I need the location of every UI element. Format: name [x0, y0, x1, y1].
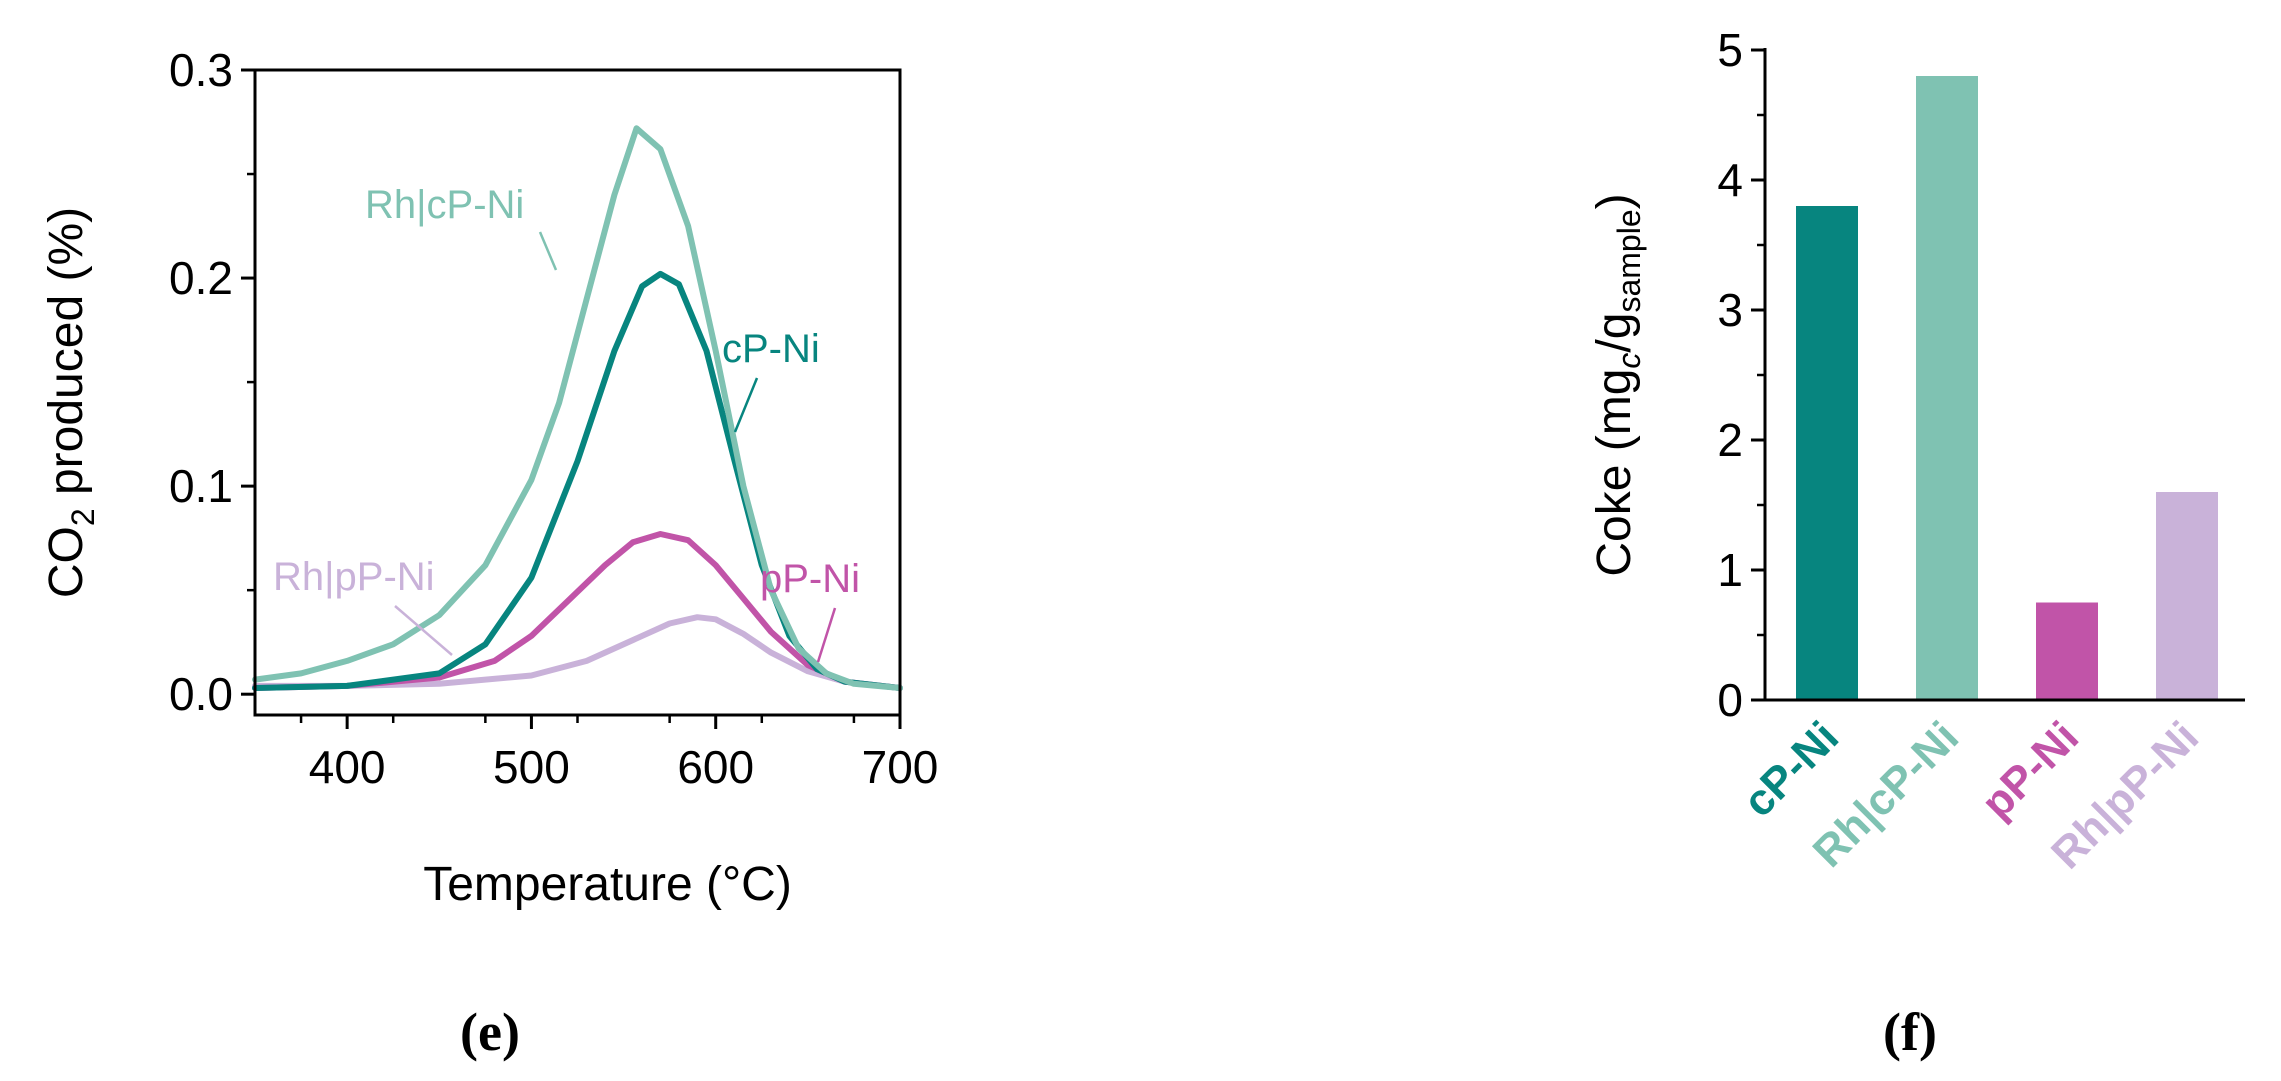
line-series-group [252, 125, 903, 691]
y-axis-title-part: Coke (mg [1588, 369, 1641, 577]
bar-cp-ni [1796, 206, 1858, 700]
y-tick-label: 4 [1717, 154, 1743, 206]
y-tick-label: 0.1 [169, 460, 233, 512]
curve-label: Rh|pP-Ni [273, 555, 435, 599]
x-tick-label: 700 [862, 741, 939, 793]
y-tick-label: 2 [1717, 414, 1743, 466]
curve-annotations: Rh|cP-Ni cP-Ni Rh|pP-Ni pP-Ni [273, 183, 860, 663]
category-label: pP-Ni [1972, 712, 2088, 828]
x-axis-ticks: 400 500 600 700 [299, 715, 939, 793]
curve-label-leader [394, 605, 453, 656]
y-axis-ticks: 0.0 0.1 0.2 0.3 [169, 44, 255, 720]
y-axis-title-part: CO [40, 526, 93, 598]
bar-pp-ni [2036, 602, 2098, 700]
y-axis-title-subscript: c [1611, 353, 1647, 369]
y-axis-title-part: ) [1588, 193, 1641, 209]
bar-rh-pp-ni [2156, 492, 2218, 700]
series-line-rh-pp-ni [252, 614, 903, 691]
curve-label: pP-Ni [760, 557, 860, 601]
bar-series-group [1796, 76, 2218, 700]
y-axis-title-part: /g [1588, 313, 1641, 353]
x-axis-title: Temperature (°C) [423, 858, 792, 911]
panel-e-line-chart: 400 500 600 700 0.0 0.1 0.2 0.3 Temperature (°… [40, 44, 938, 1062]
y-tick-label: 3 [1717, 284, 1743, 336]
bar-rh-cp-ni [1916, 76, 1978, 700]
series-line-pp-ni [252, 531, 903, 691]
y-tick-label: 0.0 [169, 668, 233, 720]
x-tick-label: 400 [309, 741, 386, 793]
y-tick-label: 0.2 [169, 252, 233, 304]
y-axis-title: Coke (mgc/gsample) [1588, 193, 1647, 576]
y-axis-title-part: produced (%) [40, 207, 93, 508]
category-label: cP-Ni [1734, 712, 1848, 826]
plot-frame [253, 68, 902, 717]
curve-label-leader [816, 607, 837, 663]
curve-label: Rh|cP-Ni [365, 183, 524, 227]
x-tick-label: 600 [677, 741, 754, 793]
y-axis-title-subscript: sample [1611, 209, 1647, 312]
y-tick-label: 0.3 [169, 44, 233, 96]
y-tick-label: 0 [1717, 674, 1743, 726]
y-tick-label: 1 [1717, 544, 1743, 596]
curve-label: cP-Ni [722, 327, 820, 371]
panel-label: (e) [460, 1002, 520, 1062]
curve-label-leader [538, 231, 558, 271]
y-axis-title-subscript: 2 [65, 508, 101, 526]
y-tick-label: 5 [1717, 24, 1743, 76]
curve-label-leader [733, 377, 759, 433]
y-axis-ticks: 0 1 2 3 4 5 [1717, 24, 1765, 726]
y-axis-title: CO2 produced (%) [40, 207, 101, 598]
x-tick-label: 500 [493, 741, 570, 793]
panel-label: (f) [1883, 1002, 1937, 1062]
series-line-rh-cp-ni [252, 125, 903, 691]
